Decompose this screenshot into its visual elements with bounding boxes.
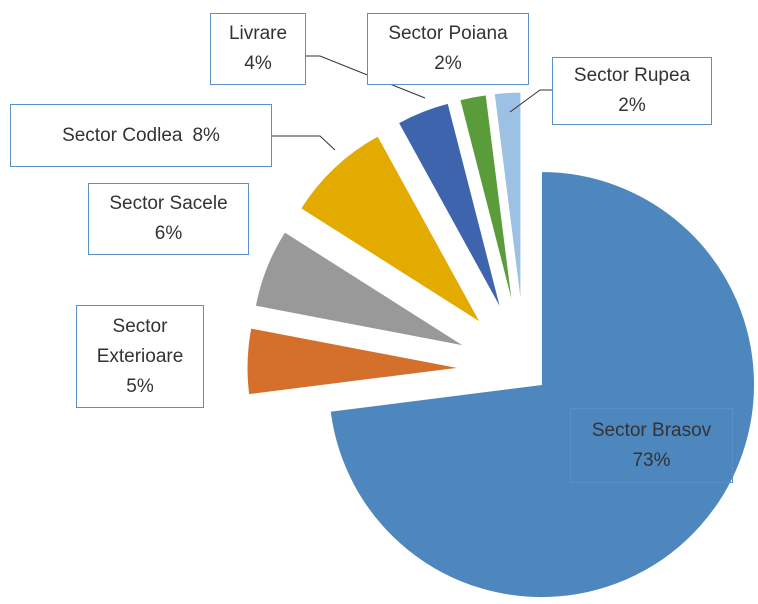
data-label: Sector Rupea 2% <box>552 57 712 125</box>
pie-slice <box>397 102 502 310</box>
data-label: Sector Poiana 2% <box>367 13 529 85</box>
pie-slice <box>246 327 461 396</box>
pie-slice <box>493 91 522 306</box>
data-label: Sector Brasov 73% <box>570 408 733 483</box>
value-label: 73% <box>632 449 671 471</box>
data-label: Livrare 4% <box>210 13 306 85</box>
data-label: Sector Sacele 6% <box>88 183 249 255</box>
category-label: Sector Codlea <box>62 124 183 146</box>
category-label: Sector Exterioare <box>96 315 184 367</box>
value-label: 2% <box>618 95 646 116</box>
leader-line <box>509 89 552 113</box>
value-label: 8% <box>192 124 220 146</box>
value-label: 4% <box>244 53 272 74</box>
data-label: Sector Exterioare 5% <box>76 305 204 408</box>
pie-slice <box>299 135 481 324</box>
data-label: Sector Codlea 8% <box>10 104 272 167</box>
pie-slice <box>459 94 514 307</box>
value-label: 6% <box>154 223 183 244</box>
category-label: Sector Sacele <box>109 193 228 214</box>
leader-line <box>272 135 336 151</box>
category-label: Sector Rupea <box>573 65 691 86</box>
category-label: Livrare <box>228 23 288 44</box>
pie-slice <box>329 171 755 598</box>
value-label: 5% <box>126 375 154 397</box>
category-label: Sector Brasov <box>591 419 712 441</box>
pie-slice <box>254 231 465 347</box>
category-label: Sector Poiana <box>388 23 508 44</box>
value-label: 2% <box>434 53 462 74</box>
